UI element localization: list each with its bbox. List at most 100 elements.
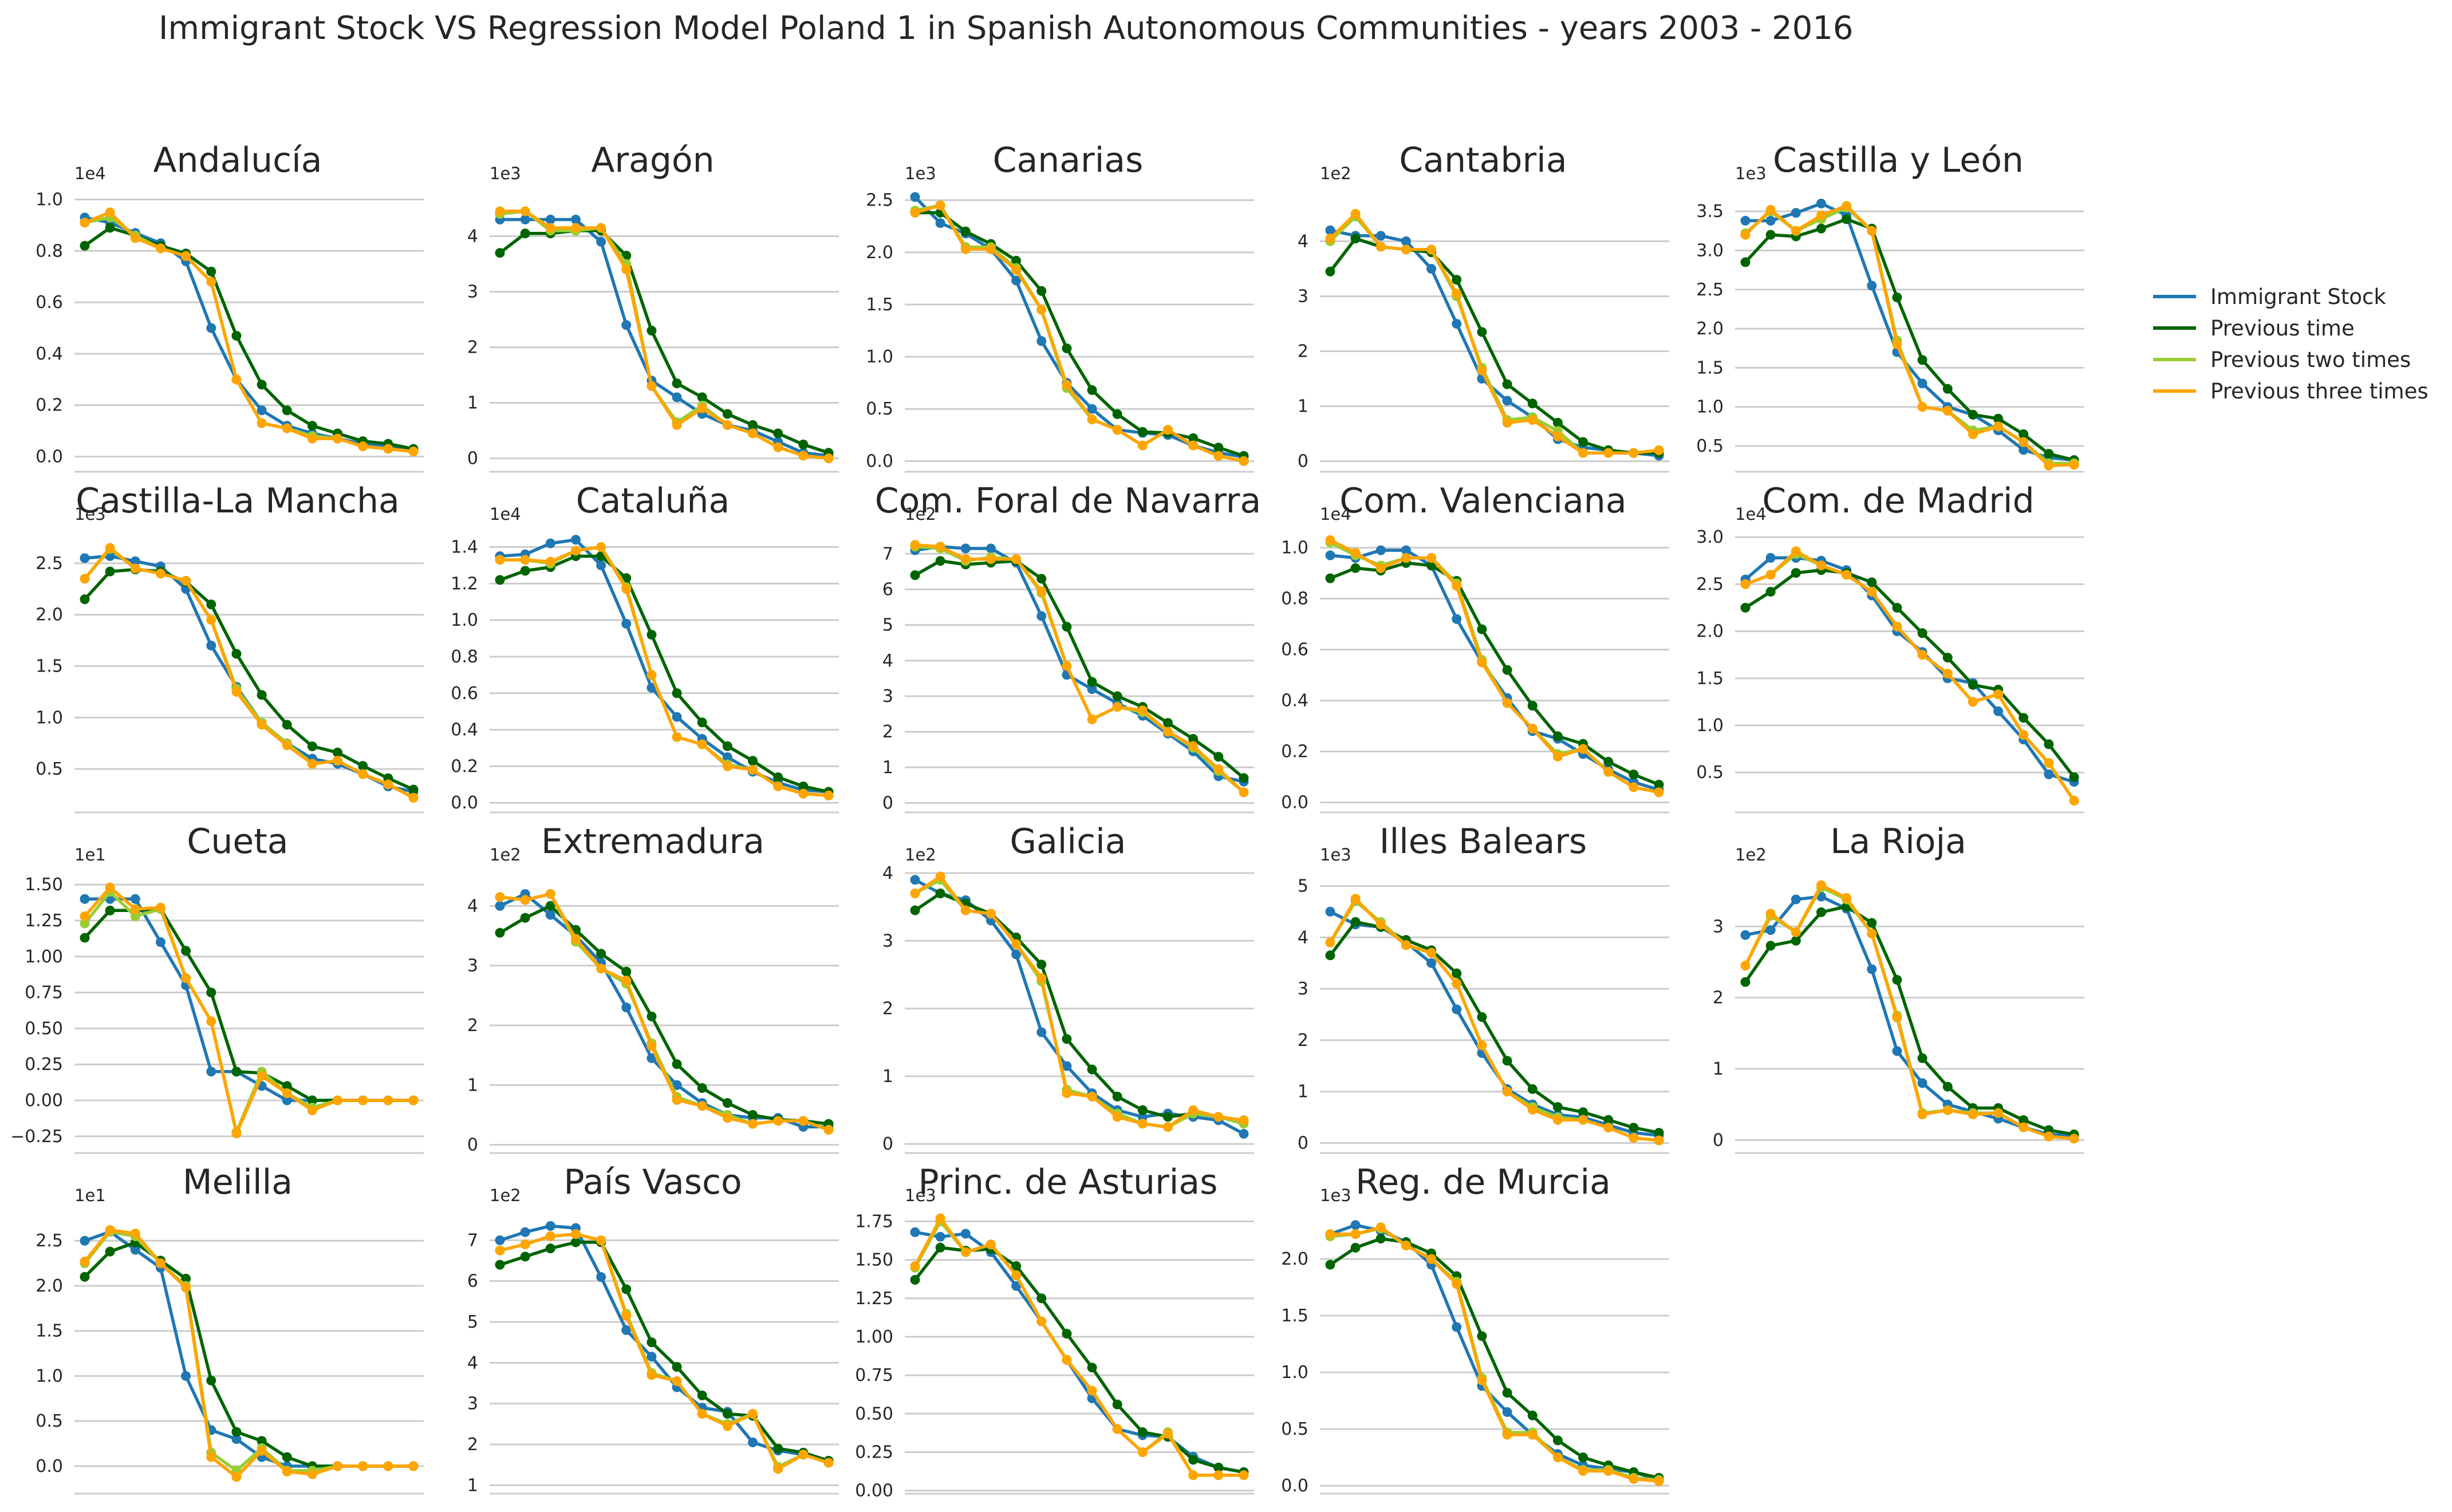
data-point — [570, 546, 581, 556]
data-point — [960, 226, 971, 236]
subplot-title: Princ. de Asturias — [918, 1162, 1218, 1202]
y-tick-label: 4 — [467, 896, 478, 916]
y-tick-label: 0.5 — [866, 399, 893, 419]
data-point — [1654, 1128, 1664, 1138]
data-point — [1350, 548, 1361, 558]
data-point — [1036, 305, 1047, 315]
series-line — [1329, 920, 1659, 1135]
data-point — [1892, 339, 1902, 349]
y-tick-label: 1.0 — [1696, 397, 1724, 417]
data-point — [282, 1088, 292, 1098]
data-point — [1791, 935, 1801, 946]
data-point — [1578, 1466, 1588, 1476]
axis-offset-label: 1e4 — [1735, 504, 1767, 524]
y-tick-label: 1 — [467, 393, 478, 413]
data-point — [935, 542, 945, 552]
subplot-title: Aragón — [591, 140, 714, 180]
y-tick-label: 0.5 — [36, 1411, 63, 1431]
data-point — [130, 233, 140, 243]
y-tick-label: 1.25 — [855, 1289, 893, 1309]
series-line — [84, 216, 414, 453]
data-point — [596, 964, 606, 974]
data-point — [1452, 968, 1462, 978]
data-point — [1112, 1091, 1122, 1102]
data-point — [1765, 216, 1776, 226]
data-point — [1452, 1004, 1462, 1014]
data-point — [1325, 906, 1335, 917]
data-point — [1654, 1135, 1664, 1146]
series-immigrant-stock — [1740, 552, 2079, 787]
data-point — [697, 392, 707, 402]
data-point — [1188, 734, 1199, 744]
data-point — [1477, 365, 1487, 376]
data-point — [1527, 1084, 1538, 1094]
series-previous-time — [1740, 214, 2079, 465]
data-point — [1629, 448, 1639, 458]
series-immigrant-stock — [1325, 906, 1664, 1140]
data-point — [495, 555, 505, 565]
data-point — [1188, 440, 1199, 451]
data-point — [80, 933, 90, 943]
data-point — [383, 444, 393, 454]
y-tick-label: 6 — [882, 579, 893, 599]
data-point — [722, 741, 732, 751]
data-point — [697, 717, 707, 728]
series-line — [85, 897, 413, 1102]
data-point — [910, 207, 920, 218]
y-tick-label: 0.6 — [36, 293, 63, 313]
data-point — [1740, 257, 1751, 267]
data-point — [910, 875, 920, 885]
data-point — [1062, 1355, 1072, 1365]
series-previous-three-times — [1740, 201, 2079, 471]
data-point — [1552, 731, 1563, 741]
series-previous-two-times — [495, 206, 834, 464]
data-point — [1502, 698, 1512, 708]
data-point — [1239, 787, 1249, 798]
data-point — [1112, 691, 1122, 701]
data-point — [596, 1235, 606, 1245]
series-previous-time — [80, 1237, 419, 1471]
data-point — [1477, 657, 1487, 668]
data-point — [1036, 336, 1047, 346]
data-point — [495, 1235, 505, 1245]
series-line — [84, 226, 414, 451]
data-point — [697, 1083, 707, 1093]
data-point — [985, 909, 996, 919]
data-point — [105, 207, 115, 218]
series-previous-time — [1325, 917, 1664, 1138]
legend-entry-previous-time: Previous time — [2153, 316, 2355, 341]
series-line — [1330, 548, 1659, 792]
data-point — [1163, 1122, 1173, 1132]
subplot-title: Reg. de Murcia — [1355, 1162, 1611, 1202]
data-point — [1163, 718, 1173, 728]
data-point — [383, 1461, 393, 1471]
subplot-reg-de-murcia: 0.0 0.5 1.0 1.5 2.0 1e3 Reg. de Murcia — [1281, 1162, 1669, 1496]
data-point — [722, 761, 732, 771]
series-line — [1329, 910, 1659, 1137]
data-point — [621, 1325, 632, 1335]
data-point — [2069, 796, 2079, 806]
series-previous-time — [495, 551, 834, 797]
data-point — [1552, 752, 1563, 762]
data-point — [1452, 581, 1462, 591]
subplot-title: Castilla-La Mancha — [76, 481, 400, 521]
data-point — [773, 1116, 783, 1126]
y-tick-label: 3 — [467, 1394, 478, 1414]
data-point — [1137, 1427, 1148, 1438]
data-point — [1502, 665, 1512, 675]
data-point — [1375, 563, 1386, 573]
data-point — [495, 206, 505, 216]
subplot-cantabria: 0 1 2 3 4 1e2 Cantabria — [1298, 140, 1669, 473]
data-point — [1552, 1102, 1563, 1112]
data-point — [960, 244, 971, 254]
data-point — [773, 1443, 783, 1454]
axis-offset-label: 1e2 — [905, 504, 936, 524]
data-point — [1036, 973, 1047, 983]
data-point — [1350, 894, 1361, 904]
data-point — [282, 720, 292, 730]
data-point — [910, 905, 920, 915]
data-point — [1765, 230, 1776, 240]
series-previous-three-times — [1325, 535, 1664, 798]
data-point — [495, 1245, 505, 1256]
